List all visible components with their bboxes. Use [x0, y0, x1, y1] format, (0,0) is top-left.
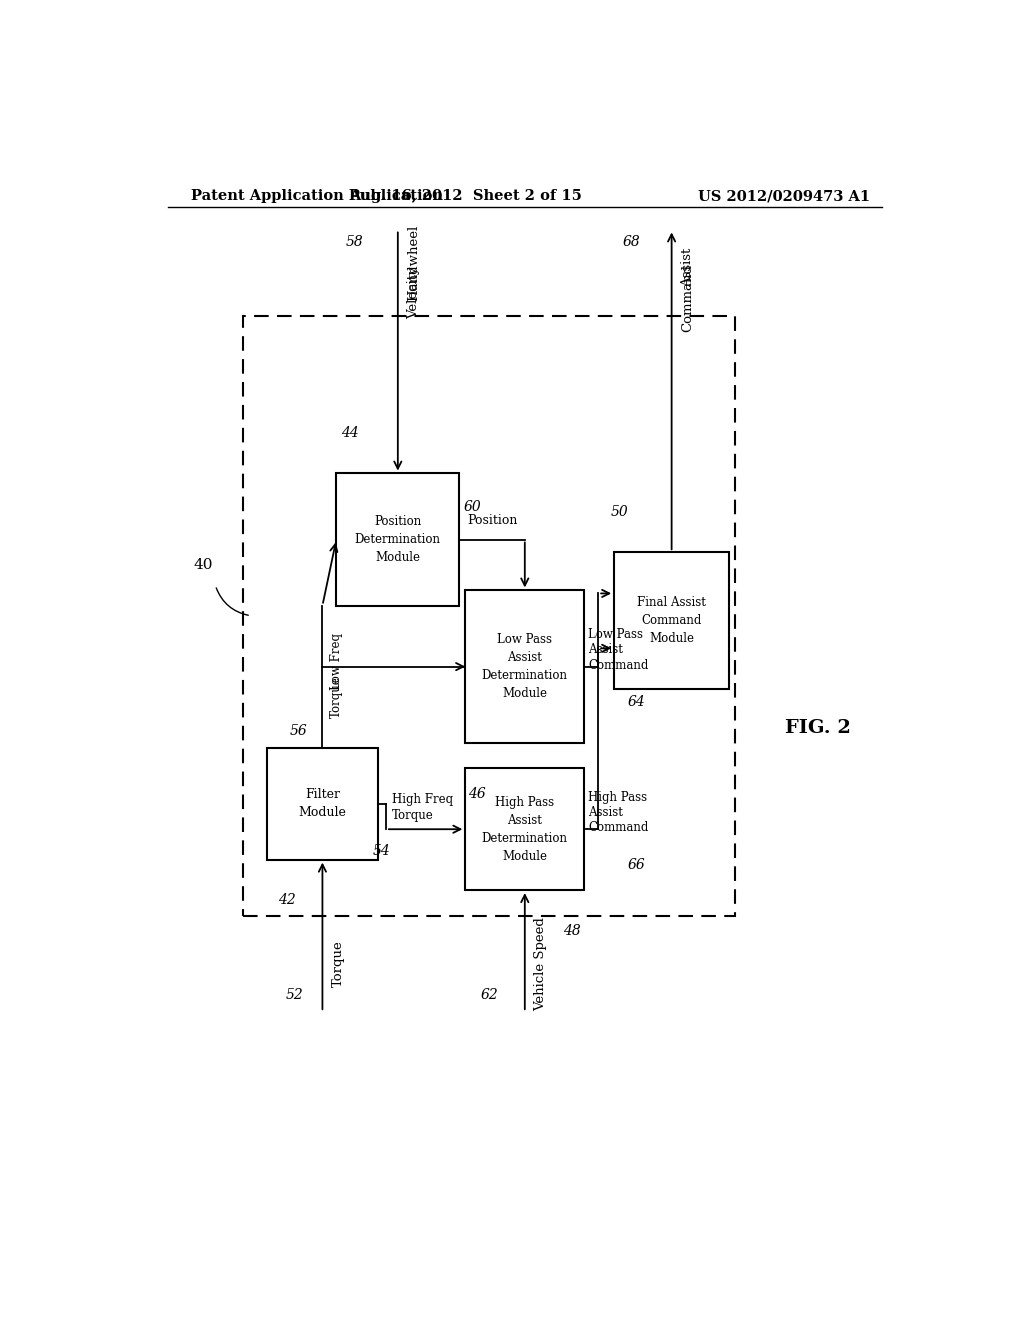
Text: High Pass: High Pass: [588, 791, 647, 804]
Text: 58: 58: [345, 235, 364, 248]
Bar: [267, 748, 378, 859]
Text: High Freq: High Freq: [392, 793, 454, 807]
Text: Command: Command: [681, 264, 694, 333]
Text: Position
Determination
Module: Position Determination Module: [355, 515, 440, 564]
Text: 56: 56: [290, 723, 307, 738]
Text: Assist: Assist: [588, 643, 624, 656]
Text: High Pass
Assist
Determination
Module: High Pass Assist Determination Module: [482, 796, 567, 863]
Text: Torque: Torque: [392, 809, 434, 821]
Text: Velocity: Velocity: [408, 267, 420, 319]
Text: 50: 50: [611, 504, 629, 519]
Text: Command: Command: [588, 821, 648, 834]
Bar: [336, 474, 460, 606]
Bar: [243, 315, 735, 916]
Text: 68: 68: [623, 235, 641, 248]
Text: 40: 40: [194, 558, 213, 572]
Text: Filter
Module: Filter Module: [298, 788, 346, 820]
Text: 60: 60: [463, 500, 481, 515]
Text: US 2012/0209473 A1: US 2012/0209473 A1: [698, 189, 870, 203]
Text: Torque: Torque: [332, 941, 345, 987]
Text: 64: 64: [628, 696, 646, 709]
Text: 62: 62: [480, 987, 498, 1002]
Text: Handwheel: Handwheel: [408, 224, 420, 301]
Text: 52: 52: [286, 987, 303, 1002]
Text: Patent Application Publication: Patent Application Publication: [191, 189, 443, 203]
Bar: [465, 590, 585, 743]
Text: 54: 54: [373, 845, 391, 858]
Text: Low Pass: Low Pass: [588, 628, 643, 642]
Bar: [465, 768, 585, 890]
Text: FIG. 2: FIG. 2: [785, 718, 851, 737]
Text: Final Assist
Command
Module: Final Assist Command Module: [637, 597, 707, 645]
Text: Command: Command: [588, 659, 648, 672]
Text: Vehicle Speed: Vehicle Speed: [535, 917, 547, 1011]
Text: 42: 42: [278, 894, 296, 907]
Text: Position: Position: [467, 515, 517, 528]
Text: 46: 46: [468, 787, 486, 801]
Text: 66: 66: [628, 858, 646, 871]
Text: 44: 44: [341, 426, 359, 440]
Text: Torque: Torque: [331, 676, 343, 718]
Text: 48: 48: [563, 924, 582, 939]
Text: Assist: Assist: [588, 807, 624, 818]
Text: Low Freq: Low Freq: [331, 634, 343, 690]
Bar: [614, 552, 729, 689]
Text: Low Pass
Assist
Determination
Module: Low Pass Assist Determination Module: [482, 634, 567, 700]
Text: Aug. 16, 2012  Sheet 2 of 15: Aug. 16, 2012 Sheet 2 of 15: [349, 189, 582, 203]
Text: Assist: Assist: [681, 248, 694, 288]
